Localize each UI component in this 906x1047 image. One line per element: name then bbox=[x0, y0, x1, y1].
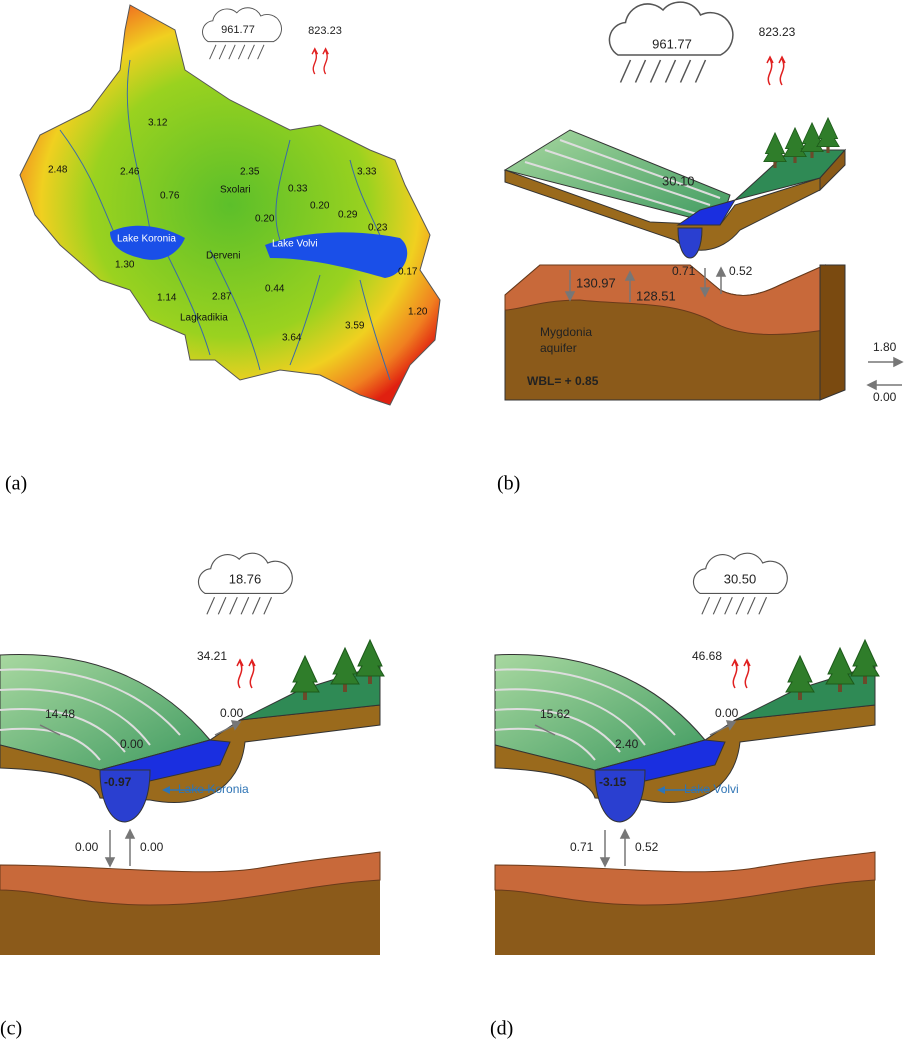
map-label: Derveni bbox=[206, 251, 240, 262]
map-label: 2.46 bbox=[120, 167, 140, 178]
map-label: 0.20 bbox=[310, 201, 330, 212]
map-label: 2.87 bbox=[212, 292, 232, 303]
map-label: 0.29 bbox=[338, 210, 358, 221]
panel-a: 961.77 823.23 3.12 2.48 2.46 0.76 2.35 S… bbox=[5, 5, 440, 495]
map-label: 1.14 bbox=[157, 293, 177, 304]
panel-b: 961.77 823.23 30.10 0.71 0.52 130.97 128… bbox=[497, 2, 902, 495]
map-label: 0.17 bbox=[398, 267, 418, 278]
runoff-value: 14.48 bbox=[45, 707, 75, 721]
up-value: 0.52 bbox=[635, 840, 659, 854]
map-label: 3.59 bbox=[345, 321, 365, 332]
down-value: 0.71 bbox=[570, 840, 594, 854]
river-down-value: 0.71 bbox=[672, 264, 696, 278]
map-label: 3.64 bbox=[282, 333, 302, 344]
balance-value: -0.97 bbox=[104, 775, 132, 789]
evapotranspiration-value: 823.23 bbox=[759, 25, 796, 39]
map-label: 0.23 bbox=[368, 223, 388, 234]
discharge-value: 128.51 bbox=[636, 288, 676, 303]
panel-caption: (a) bbox=[5, 473, 27, 495]
map-label: 0.20 bbox=[255, 214, 275, 225]
down-value: 0.00 bbox=[75, 840, 99, 854]
figure: 961.77 823.23 3.12 2.48 2.46 0.76 2.35 S… bbox=[0, 0, 906, 1047]
inflow-value: 2.40 bbox=[615, 737, 639, 751]
map-label: 3.33 bbox=[357, 167, 377, 178]
inflow-value: 0.00 bbox=[120, 737, 144, 751]
map-label: Lake Volvi bbox=[272, 239, 318, 250]
map-label: Lake Koronia bbox=[117, 234, 176, 245]
panel-caption: (d) bbox=[490, 1018, 513, 1040]
map-label: 1.20 bbox=[408, 307, 428, 318]
map-label: 1.30 bbox=[115, 260, 135, 271]
map-label: 0.44 bbox=[265, 284, 285, 295]
map-label: 0.33 bbox=[288, 184, 308, 195]
aquifer-label: aquifer bbox=[540, 341, 577, 355]
lateral-out-value: 1.80 bbox=[873, 340, 897, 354]
balance-value: -3.15 bbox=[599, 775, 627, 789]
outflow-value: 0.00 bbox=[715, 706, 739, 720]
recharge-value: 130.97 bbox=[576, 275, 616, 290]
map-label: 3.12 bbox=[148, 118, 168, 129]
map-label: 2.35 bbox=[240, 167, 260, 178]
runoff-value: 15.62 bbox=[540, 707, 570, 721]
lake-label: Lake Koronia bbox=[178, 782, 249, 796]
rainfall-value: 18.76 bbox=[229, 571, 262, 586]
lateral-in-value: 0.00 bbox=[873, 390, 897, 404]
up-value: 0.00 bbox=[140, 840, 164, 854]
map-label: Sxolari bbox=[220, 185, 251, 196]
map-label: Lagkadikia bbox=[180, 313, 228, 324]
rainfall-value: 961.77 bbox=[221, 24, 255, 36]
panel-c: 18.76 34.21 14.48 0.00 0.00 -0.97 Lake K… bbox=[0, 553, 384, 1039]
panel-caption: (b) bbox=[497, 473, 520, 495]
lake-label: Lake Volvi bbox=[684, 782, 739, 796]
river-up-value: 0.52 bbox=[729, 264, 753, 278]
panel-d: 30.50 46.68 15.62 0.00 2.40 -3.15 Lake V… bbox=[490, 553, 879, 1039]
map-label: 0.76 bbox=[160, 191, 180, 202]
rainfall-value: 961.77 bbox=[652, 36, 692, 51]
runoff-value: 30.10 bbox=[662, 173, 695, 188]
outflow-value: 0.00 bbox=[220, 706, 244, 720]
catchment-map bbox=[20, 5, 440, 405]
rainfall-value: 30.50 bbox=[724, 571, 757, 586]
evapotranspiration-value: 46.68 bbox=[692, 649, 722, 663]
evapotranspiration-value: 823.23 bbox=[308, 25, 342, 37]
balance-value: WBL= + 0.85 bbox=[527, 374, 599, 388]
panel-caption: (c) bbox=[0, 1018, 22, 1040]
aquifer-label: Mygdonia bbox=[540, 325, 592, 339]
map-label: 2.48 bbox=[48, 165, 68, 176]
evapotranspiration-value: 34.21 bbox=[197, 649, 227, 663]
